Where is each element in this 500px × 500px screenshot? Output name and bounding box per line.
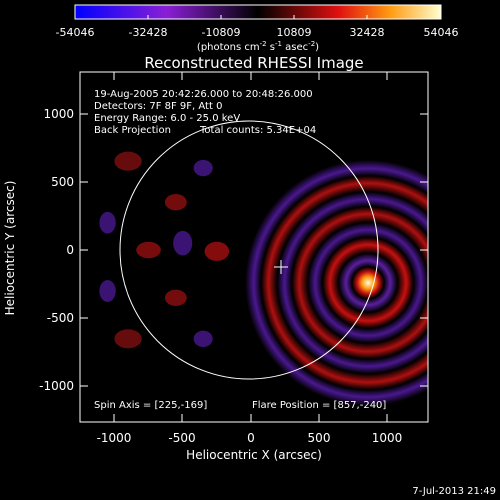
spin-axis-cross bbox=[274, 260, 288, 274]
info-energy-range: Energy Range: 6.0 - 25.0 keV bbox=[94, 113, 240, 124]
y-tick-label: 0 bbox=[66, 243, 74, 257]
y-tick-label: -500 bbox=[47, 311, 74, 325]
colorbar-units: (photons cm-2 s-1 asec-2) bbox=[197, 40, 319, 53]
info-spin-axis: Spin Axis = [225,-169] bbox=[94, 400, 207, 411]
colorbar-tick-label: 54046 bbox=[424, 26, 459, 39]
y-tick-label: 1000 bbox=[43, 107, 74, 121]
info-time-range: 19-Aug-2005 20:42:26.000 to 20:48:26.000 bbox=[94, 89, 313, 100]
colorbar-tick-label: 10809 bbox=[277, 26, 312, 39]
y-tick-label: -1000 bbox=[39, 379, 74, 393]
info-flare-position: Flare Position = [857,-240] bbox=[252, 400, 386, 411]
colorbar-tick-label: -10809 bbox=[202, 26, 241, 39]
colorbar-tick-label: 32428 bbox=[350, 26, 385, 39]
colorbar bbox=[74, 4, 442, 20]
colorbar-ticks bbox=[74, 15, 442, 19]
plot-frame bbox=[79, 71, 429, 423]
plot-title: Reconstructed RHESSI Image bbox=[144, 54, 363, 72]
image-area bbox=[80, 72, 428, 422]
colorbar-tick-label: -54046 bbox=[56, 26, 95, 39]
info-method: Back Projection bbox=[94, 125, 171, 136]
info-detectors: Detectors: 7F 8F 9F, Att 0 bbox=[94, 101, 222, 112]
x-tick-label: 0 bbox=[247, 431, 255, 445]
y-axis-label: Heliocentric Y (arcsec) bbox=[3, 181, 17, 316]
x-axis-label: Heliocentric X (arcsec) bbox=[186, 448, 322, 462]
solar-limb bbox=[119, 120, 379, 380]
x-tick-label: -1000 bbox=[97, 431, 132, 445]
x-tick-label: 500 bbox=[308, 431, 331, 445]
x-tick-label: -500 bbox=[168, 431, 195, 445]
info-total-counts: Total counts: 5.34E+04 bbox=[199, 125, 316, 136]
timestamp: 7-Jul-2013 21:49 bbox=[412, 486, 496, 497]
y-ticks bbox=[80, 113, 428, 387]
x-ticks bbox=[113, 72, 388, 422]
x-tick-label: 1000 bbox=[372, 431, 403, 445]
colorbar-tick-label: -32428 bbox=[129, 26, 168, 39]
y-tick-label: 500 bbox=[51, 175, 74, 189]
